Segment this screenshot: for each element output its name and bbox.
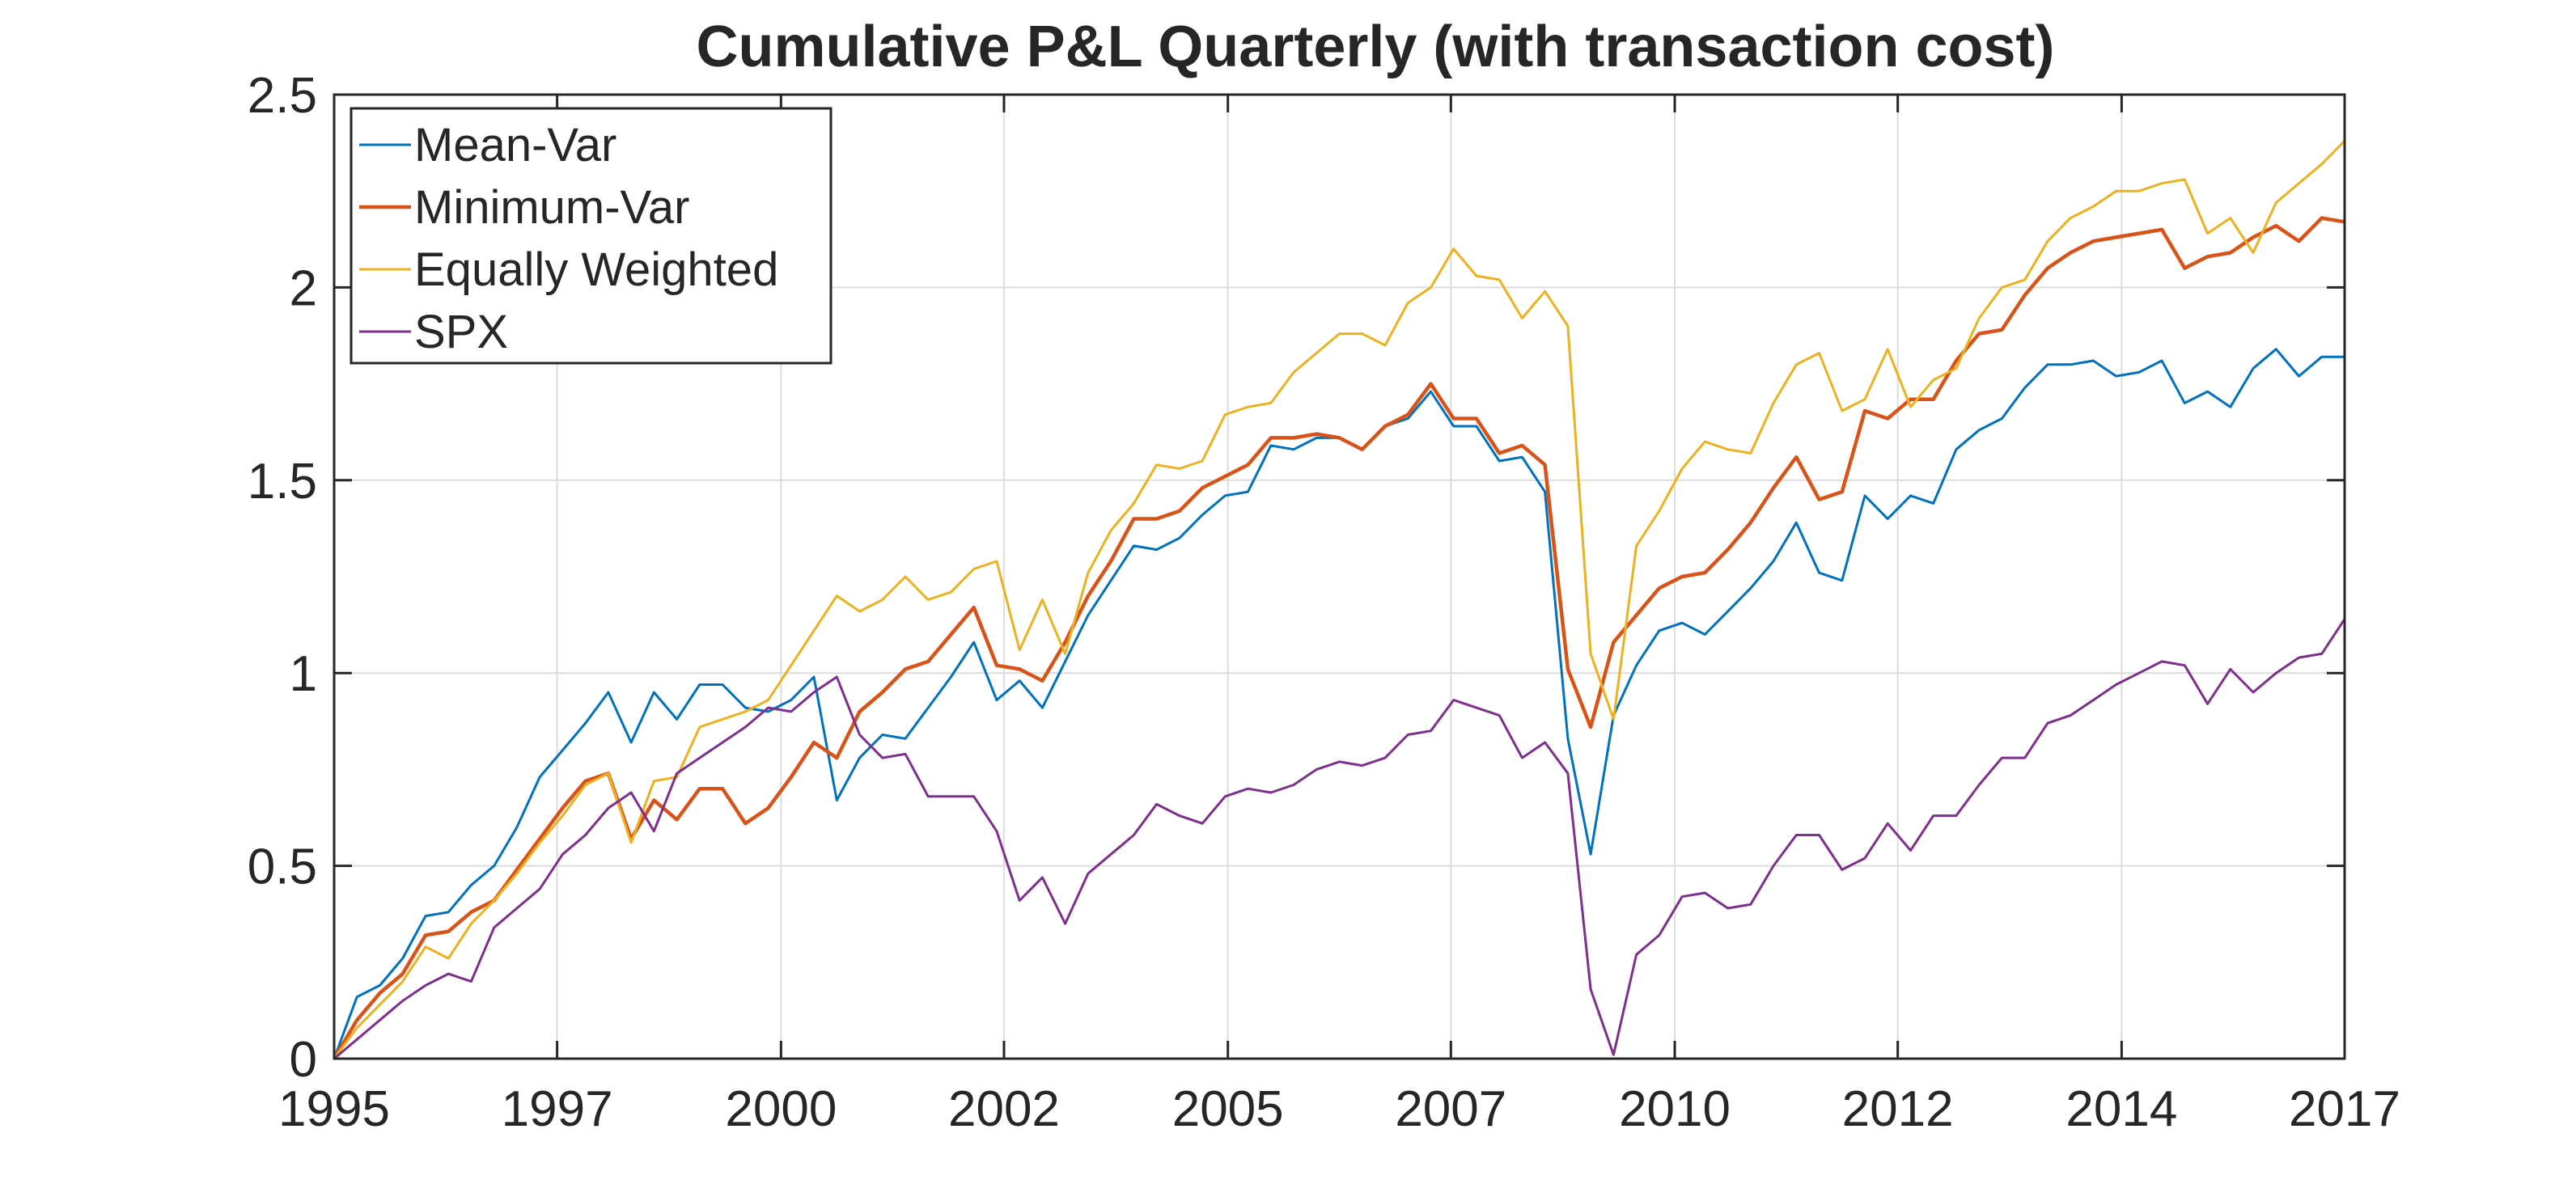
legend-label-spx: SPX [414, 306, 508, 358]
x-tick-label: 2007 [1395, 1081, 1506, 1137]
x-tick-label: 1997 [502, 1081, 613, 1137]
x-tick-label: 2017 [2289, 1081, 2400, 1137]
y-tick-label: 2 [290, 260, 317, 316]
series-line-equally-weighted [333, 140, 2346, 1059]
y-tick-label: 1 [290, 646, 317, 702]
x-tick-labels: 1995 1997 2000 2002 2005 2007 2010 2012 2014 2017 [278, 1081, 2400, 1137]
legend-label-mean-var: Mean-Var [414, 119, 616, 171]
x-tick-label: 1995 [278, 1081, 390, 1137]
x-tick-label: 2010 [1619, 1081, 1731, 1137]
x-tick-label: 2012 [1842, 1081, 1954, 1137]
plot-frame [333, 93, 2346, 1060]
legend: Mean-Var Minimum-Var Equally Weighted SPX [350, 107, 833, 365]
series-line-spx [333, 615, 2346, 1060]
y-tick-label: 0 [290, 1032, 317, 1088]
x-tick-label: 2014 [2065, 1081, 2177, 1137]
y-tick-label: 1.5 [248, 454, 317, 510]
x-tick-label: 2005 [1172, 1081, 1284, 1137]
series-line-minimum-var [333, 216, 2345, 1060]
x-tick-label: 2000 [725, 1081, 837, 1137]
x-tick-label: 2002 [948, 1081, 1060, 1137]
legend-box [350, 107, 833, 365]
chart-title: Cumulative P&L Quarterly (with transacti… [697, 15, 2055, 79]
y-tick-labels: 0 0.5 1 1.5 2 2.5 [248, 68, 317, 1088]
legend-label-equally-weighted: Equally Weighted [414, 243, 778, 296]
ticks [333, 93, 2346, 1060]
legend-label-minimum-var: Minimum-Var [414, 181, 690, 234]
y-tick-label: 0.5 [248, 839, 317, 895]
series-group [333, 140, 2346, 1060]
y-tick-label: 2.5 [248, 68, 317, 124]
